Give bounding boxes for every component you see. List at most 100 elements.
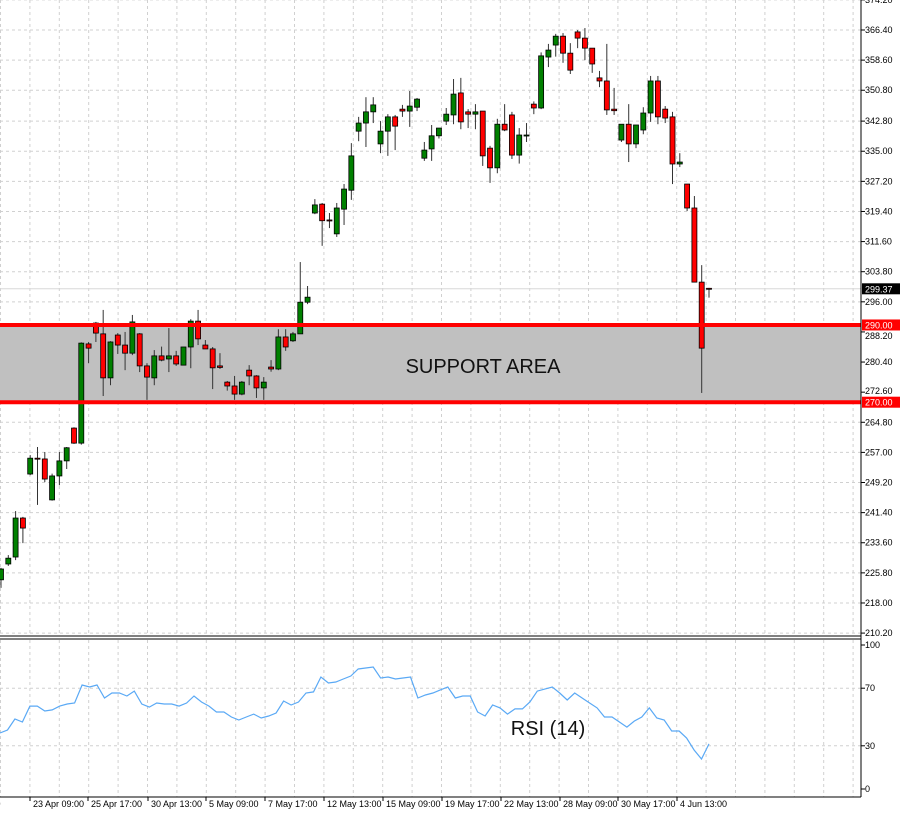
- candle-body: [27, 457, 34, 475]
- candle-body: [494, 123, 501, 169]
- price-tick-label: 358.60: [865, 55, 893, 65]
- candle: [231, 375, 238, 400]
- time-tick-label: 13:00: [0, 799, 1, 809]
- candle-body: [706, 287, 712, 290]
- candle-body: [377, 130, 384, 145]
- candle: [187, 319, 194, 369]
- time-tick-label: 22 May 13:00: [504, 799, 559, 809]
- time-tick-label: 30 May 17:00: [621, 799, 676, 809]
- time-tick-label: 25 Apr 17:00: [91, 799, 142, 809]
- candle-body: [158, 355, 165, 361]
- candle: [618, 123, 625, 142]
- candle-body: [56, 460, 63, 477]
- candle: [355, 116, 362, 142]
- candle: [180, 346, 187, 366]
- time-tick-label: 19 May 17:00: [445, 799, 500, 809]
- candle-body: [392, 116, 399, 127]
- candle-body: [333, 207, 340, 235]
- price-tick-label: 288.20: [865, 331, 893, 341]
- candle: [377, 121, 384, 154]
- candle-body: [596, 77, 603, 82]
- candle-body: [165, 355, 172, 360]
- candle-body: [370, 104, 377, 113]
- candle-body: [202, 344, 209, 350]
- candle: [63, 446, 70, 469]
- price-tick-label: 296.00: [865, 297, 893, 307]
- candle: [333, 202, 340, 237]
- candle-body: [698, 281, 705, 349]
- candle-body: [341, 188, 347, 210]
- price-tick-label: 233.60: [865, 538, 893, 548]
- price-tick-label: 225.80: [865, 568, 893, 578]
- candle-body: [530, 103, 537, 109]
- time-tick-label: 12 May 13:00: [327, 799, 382, 809]
- price-tick-label: 335.00: [865, 146, 893, 156]
- candle: [457, 77, 464, 130]
- candle: [27, 455, 34, 476]
- price-tick-label: 218.00: [865, 598, 893, 608]
- candle: [107, 341, 114, 386]
- candle: [78, 342, 85, 445]
- candle-body: [684, 183, 691, 209]
- candle-body: [436, 127, 442, 137]
- candle: [523, 123, 530, 142]
- candle-body: [5, 557, 12, 565]
- candle: [122, 331, 128, 371]
- candle-body: [355, 122, 362, 132]
- candle-body: [136, 333, 143, 367]
- candle-body: [253, 375, 260, 389]
- candle-body: [443, 113, 450, 122]
- time-tick-label: 4 Jun 13:00: [680, 799, 727, 809]
- candle-body: [582, 37, 588, 49]
- candle: [209, 346, 216, 390]
- candle: [691, 196, 698, 283]
- candle: [297, 262, 304, 335]
- candle: [684, 183, 691, 212]
- candle-body: [85, 343, 92, 349]
- candle-body: [567, 52, 574, 71]
- candle-body: [304, 296, 311, 303]
- candle-body: [363, 111, 369, 124]
- candle-body: [603, 80, 610, 111]
- candle-body: [633, 124, 639, 145]
- candle-body: [326, 219, 333, 222]
- price-tick-label: 303.80: [865, 267, 893, 277]
- candle-body: [129, 321, 136, 354]
- candle-body: [428, 135, 435, 150]
- candle-body: [0, 568, 4, 581]
- candle: [282, 329, 289, 351]
- time-tick-label: 5 May 09:00: [209, 799, 259, 809]
- candle: [399, 104, 406, 117]
- candle: [56, 452, 63, 486]
- price-tick-label: 264.80: [865, 417, 893, 427]
- candle: [538, 52, 545, 110]
- candle: [195, 309, 201, 346]
- candle: [392, 114, 399, 151]
- candle-body: [144, 365, 150, 378]
- time-tick-label: 30 Apr 13:00: [151, 799, 202, 809]
- candle: [501, 104, 508, 132]
- candle: [479, 110, 486, 166]
- candle-body: [560, 35, 566, 54]
- candle: [530, 101, 537, 115]
- candle: [12, 511, 19, 561]
- candle: [260, 377, 267, 400]
- candle: [640, 107, 647, 135]
- candle: [443, 107, 450, 125]
- candle: [552, 33, 559, 57]
- candle: [34, 446, 41, 505]
- candle: [202, 340, 209, 350]
- candle-body: [465, 111, 472, 115]
- candle: [129, 314, 136, 356]
- candle-body: [122, 344, 128, 354]
- candle-body: [231, 385, 238, 395]
- candle: [224, 380, 231, 391]
- rsi-tick-label: 100: [865, 640, 880, 650]
- rsi-panel: [0, 635, 861, 798]
- candle-body: [238, 381, 245, 395]
- candle: [348, 143, 355, 200]
- candle: [49, 473, 55, 501]
- candle-body: [180, 346, 187, 366]
- candle: [5, 555, 12, 566]
